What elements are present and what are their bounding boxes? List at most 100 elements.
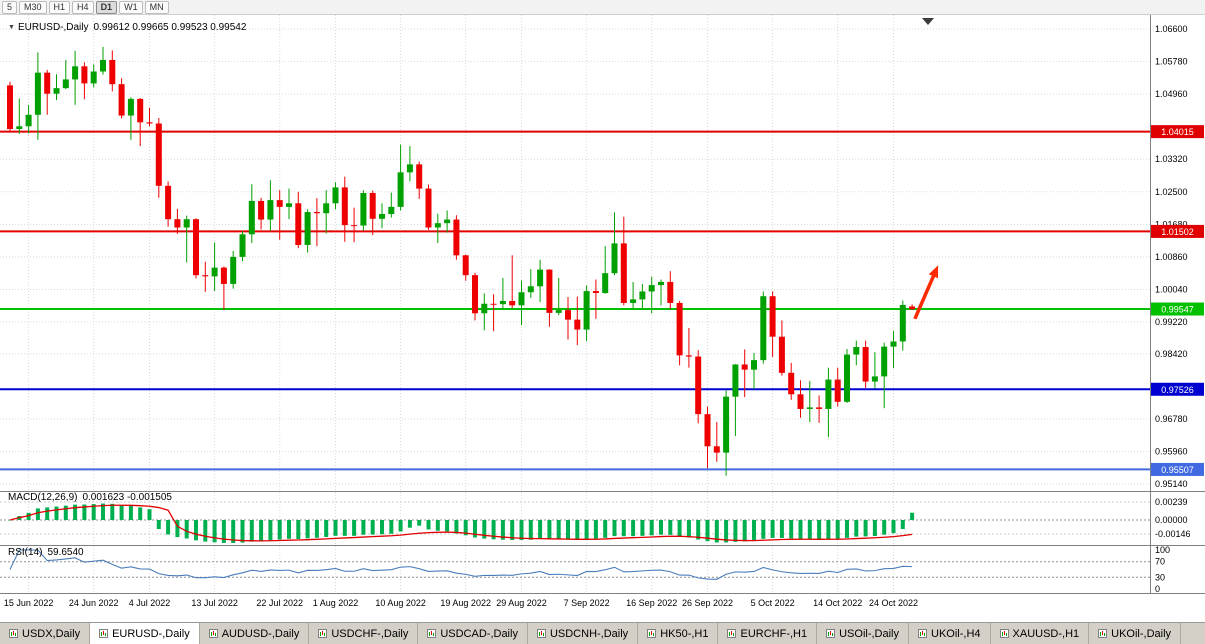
svg-text:4 Jul 2022: 4 Jul 2022 xyxy=(129,598,171,608)
price-badge-0.99547 xyxy=(1151,302,1204,316)
svg-text:0: 0 xyxy=(1155,584,1160,594)
price-tick: 1.04960 xyxy=(1155,89,1188,99)
price-tick: 1.03320 xyxy=(1155,154,1188,164)
rsi-indicator-label: RSI(14) 59.6540 xyxy=(8,547,84,558)
price-tick: 1.05780 xyxy=(1155,57,1188,67)
symbol-tab-UKOil-Daily[interactable]: UKOil-,Daily xyxy=(1089,623,1182,644)
svg-text:-0.00146: -0.00146 xyxy=(1155,529,1191,539)
mini-chart-icon xyxy=(99,629,109,638)
mini-chart-icon xyxy=(918,629,928,638)
svg-text:24 Oct 2022: 24 Oct 2022 xyxy=(869,598,918,608)
rsi-line xyxy=(9,549,913,580)
svg-text:0.00239: 0.00239 xyxy=(1155,497,1188,507)
svg-text:7 Sep 2022: 7 Sep 2022 xyxy=(564,598,610,608)
timeframe-button-H4[interactable]: H4 xyxy=(72,0,94,14)
macd-values: 0.001623 -0.001505 xyxy=(82,492,172,503)
chart-area[interactable]: 1.06600 1.05780 1.04960 1.03320 1.02500 1.016… xyxy=(0,15,1205,622)
svg-text:5 Oct 2022: 5 Oct 2022 xyxy=(751,598,795,608)
macd-name: MACD(12,26,9) xyxy=(8,492,78,503)
symbol-tab-USDCNH-Daily[interactable]: USDCNH-,Daily xyxy=(528,623,639,644)
timeframe-button-5[interactable]: 5 xyxy=(2,0,18,14)
price-badge-1.04015 xyxy=(1151,125,1204,139)
symbol-tab-USDCAD-Daily[interactable]: USDCAD-,Daily xyxy=(418,623,528,644)
tab-label: USDX,Daily xyxy=(22,627,81,640)
mini-chart-icon xyxy=(208,629,218,638)
symbol-tab-EURUSD-Daily[interactable]: EURUSD-,Daily xyxy=(90,623,200,644)
svg-text:15 Jun 2022: 15 Jun 2022 xyxy=(4,598,54,608)
svg-text:29 Aug 2022: 29 Aug 2022 xyxy=(496,598,547,608)
svg-text:26 Sep 2022: 26 Sep 2022 xyxy=(682,598,733,608)
chart-shift-marker-icon[interactable] xyxy=(922,18,934,25)
tab-label: EURUSD-,Daily xyxy=(112,627,190,640)
price-tick: 0.96780 xyxy=(1155,414,1188,424)
macd-signal-line xyxy=(9,504,913,542)
mini-chart-icon xyxy=(318,629,328,638)
tab-label: XAUUSD-,H1 xyxy=(1012,627,1080,640)
svg-text:13 Jul 2022: 13 Jul 2022 xyxy=(191,598,238,608)
svg-text:0.00000: 0.00000 xyxy=(1155,515,1188,525)
timeframe-button-H1[interactable]: H1 xyxy=(48,0,71,14)
svg-text:19 Aug 2022: 19 Aug 2022 xyxy=(440,598,491,608)
tab-label: UKOil-,H4 xyxy=(931,627,981,640)
tab-label: UKOil-,Daily xyxy=(1111,627,1172,640)
timeframe-button-W1[interactable]: W1 xyxy=(119,0,143,14)
symbol-tab-EURCHF-H1[interactable]: EURCHF-,H1 xyxy=(718,623,818,644)
svg-text:0.97526: 0.97526 xyxy=(1161,385,1194,395)
timeframe-button-M30[interactable]: M30 xyxy=(19,0,47,14)
svg-text:1.01502: 1.01502 xyxy=(1161,227,1194,237)
price-tick: 1.06600 xyxy=(1155,24,1188,34)
svg-text:70: 70 xyxy=(1155,557,1165,567)
symbol-tab-AUDUSD-Daily[interactable]: AUDUSD-,Daily xyxy=(200,623,310,644)
mini-chart-icon xyxy=(1098,629,1108,638)
svg-text:24 Jun 2022: 24 Jun 2022 xyxy=(69,598,119,608)
price-badge-1.01502 xyxy=(1151,224,1204,238)
symbol-tab-XAUUSD-H1[interactable]: XAUUSD-,H1 xyxy=(991,623,1090,644)
tab-label: USOil-,Daily xyxy=(839,627,900,640)
macd-indicator-label: MACD(12,26,9) 0.001623 -0.001505 xyxy=(8,492,172,503)
price-badge-0.95507 xyxy=(1151,462,1204,476)
price-tick: 0.99220 xyxy=(1155,317,1188,327)
price-tick: 0.95960 xyxy=(1155,446,1188,456)
svg-text:10 Aug 2022: 10 Aug 2022 xyxy=(375,598,426,608)
tab-label: USDCHF-,Daily xyxy=(331,627,409,640)
svg-text:1 Aug 2022: 1 Aug 2022 xyxy=(313,598,359,608)
symbol-tab-UKOil-H4[interactable]: UKOil-,H4 xyxy=(909,623,991,644)
symbol-tab-USDX-Daily[interactable]: USDX,Daily xyxy=(0,623,91,644)
svg-text:14 Oct 2022: 14 Oct 2022 xyxy=(813,598,862,608)
tab-label: USDCNH-,Daily xyxy=(549,627,629,640)
price-chart-canvas[interactable]: 1.06600 1.05780 1.04960 1.03320 1.02500 1.016… xyxy=(0,15,1205,622)
chart-title: EURUSD-,Daily xyxy=(17,22,89,33)
symbol-tab-bar: USDX,Daily EURUSD-,Daily AUDUSD-,Daily USDC… xyxy=(0,622,1205,644)
timeframe-button-MN[interactable]: MN xyxy=(144,0,169,14)
svg-text:0.95507: 0.95507 xyxy=(1161,465,1194,475)
svg-text:16 Sep 2022: 16 Sep 2022 xyxy=(626,598,677,608)
mini-chart-icon xyxy=(9,629,18,638)
macd-histogram xyxy=(8,503,915,543)
tab-label: USDCAD-,Daily xyxy=(440,627,518,640)
rsi-value: 59.6540 xyxy=(47,547,84,558)
price-tick: 0.98420 xyxy=(1155,349,1188,359)
price-tick: 1.00860 xyxy=(1155,252,1188,262)
timeframe-toolbar: 5 M30 H1 H4 D1 W1 MN xyxy=(0,0,1205,15)
svg-text:22 Jul 2022: 22 Jul 2022 xyxy=(256,598,303,608)
rsi-name: RSI(14) xyxy=(8,547,43,558)
svg-text:30: 30 xyxy=(1155,572,1165,582)
chart-background xyxy=(0,15,1205,622)
trend-arrow[interactable] xyxy=(913,265,939,320)
mini-chart-icon xyxy=(427,629,437,638)
collapse-triangle-icon[interactable]: ▼ xyxy=(8,24,15,31)
tab-label: AUDUSD-,Daily xyxy=(221,627,300,640)
timeframe-button-D1[interactable]: D1 xyxy=(95,0,118,14)
mini-chart-icon xyxy=(536,629,546,638)
candles xyxy=(7,46,916,476)
chart-header: ▼ EURUSD-,Daily 0.99612 0.99665 0.99523 0.… xyxy=(8,22,246,33)
symbol-tab-USOil-Daily[interactable]: USOil-,Daily xyxy=(817,623,910,644)
price-tick: 0.95140 xyxy=(1155,479,1188,489)
symbol-tab-HK50-H1[interactable]: HK50-,H1 xyxy=(638,623,719,644)
svg-text:1.04015: 1.04015 xyxy=(1161,127,1194,137)
mini-chart-icon xyxy=(999,629,1009,638)
svg-text:100: 100 xyxy=(1155,545,1170,555)
symbol-tab-USDCHF-Daily[interactable]: USDCHF-,Daily xyxy=(309,623,419,644)
mini-chart-icon xyxy=(826,629,836,638)
